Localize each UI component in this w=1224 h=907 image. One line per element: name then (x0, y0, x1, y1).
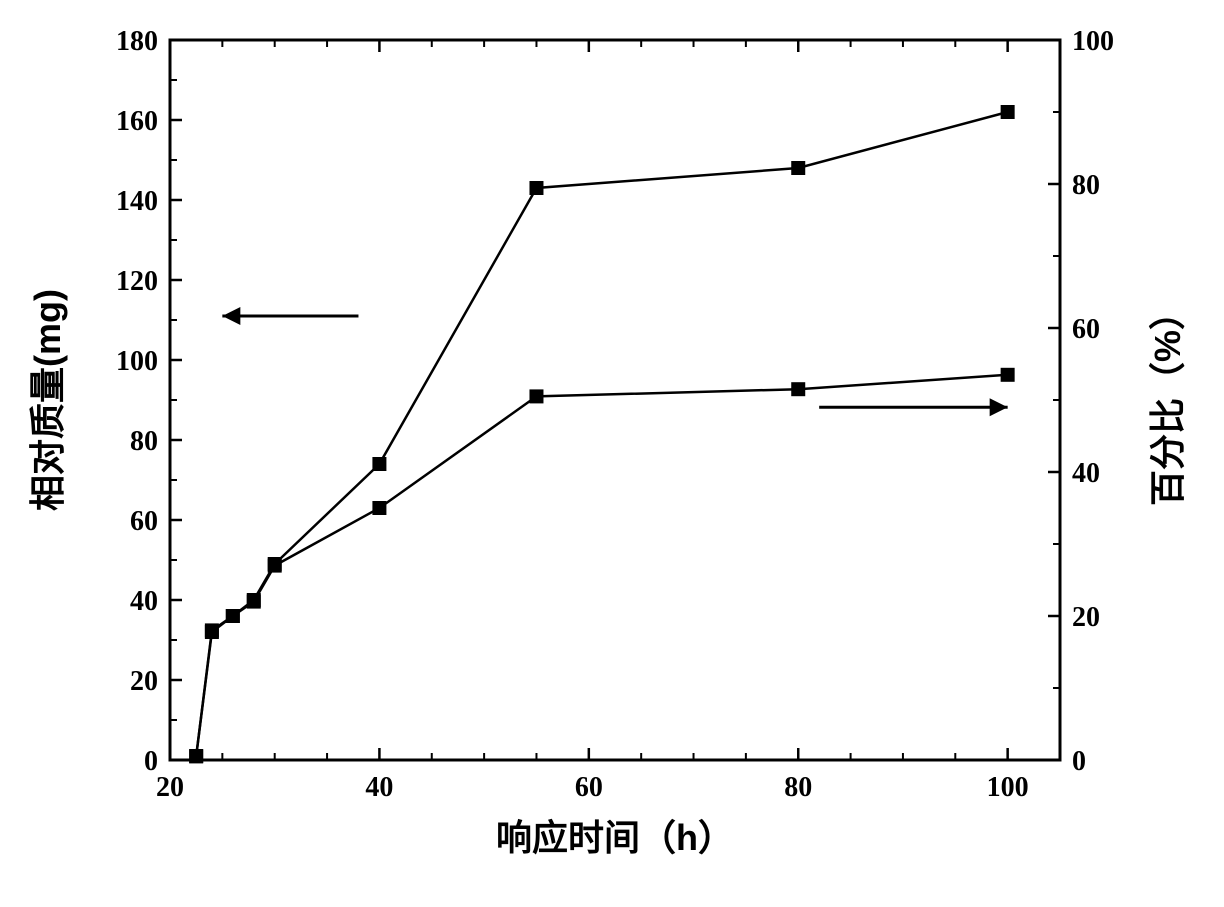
series-percent-marker (1001, 368, 1015, 382)
y-left-tick-label: 20 (130, 666, 158, 697)
series-percent-marker (226, 609, 240, 623)
y-left-tick-label: 0 (144, 746, 158, 777)
y-right-tick-label: 20 (1072, 602, 1100, 633)
y-left-tick-label: 180 (116, 26, 158, 57)
series-percent-marker (268, 559, 282, 573)
series-mass-marker (529, 181, 543, 195)
series-mass-marker (372, 457, 386, 471)
y-right-tick-label: 40 (1072, 458, 1100, 489)
y-right-tick-label: 60 (1072, 314, 1100, 345)
chart-container: 2040608010002040608010012014016018002040… (0, 0, 1224, 907)
x-tick-label: 40 (365, 772, 393, 803)
plot-frame (170, 40, 1060, 760)
x-axis-label: 响应时间（h） (496, 817, 734, 858)
chart-svg: 2040608010002040608010012014016018002040… (0, 0, 1224, 907)
series-percent-marker (205, 623, 219, 637)
y-left-axis-label: 相对质量(mg) (27, 289, 68, 511)
y-right-tick-label: 100 (1072, 26, 1114, 57)
x-tick-label: 100 (987, 772, 1029, 803)
series-mass-marker (791, 161, 805, 175)
y-left-tick-label: 40 (130, 586, 158, 617)
y-right-tick-label: 80 (1072, 170, 1100, 201)
x-tick-label: 80 (784, 772, 812, 803)
y-left-tick-label: 140 (116, 186, 158, 217)
y-right-tick-label: 0 (1072, 746, 1086, 777)
series-percent-marker (372, 501, 386, 515)
y-left-tick-label: 120 (116, 266, 158, 297)
y-left-tick-label: 100 (116, 346, 158, 377)
y-left-tick-label: 160 (116, 106, 158, 137)
y-left-tick-label: 80 (130, 426, 158, 457)
x-tick-label: 60 (575, 772, 603, 803)
y-right-axis-label: 百分比（%） (1147, 294, 1188, 506)
series-percent-marker (529, 389, 543, 403)
series-mass-marker (1001, 105, 1015, 119)
series-percent-marker (247, 595, 261, 609)
x-tick-label: 20 (156, 772, 184, 803)
y-left-tick-label: 60 (130, 506, 158, 537)
series-percent-marker (189, 749, 203, 763)
series-percent-marker (791, 382, 805, 396)
